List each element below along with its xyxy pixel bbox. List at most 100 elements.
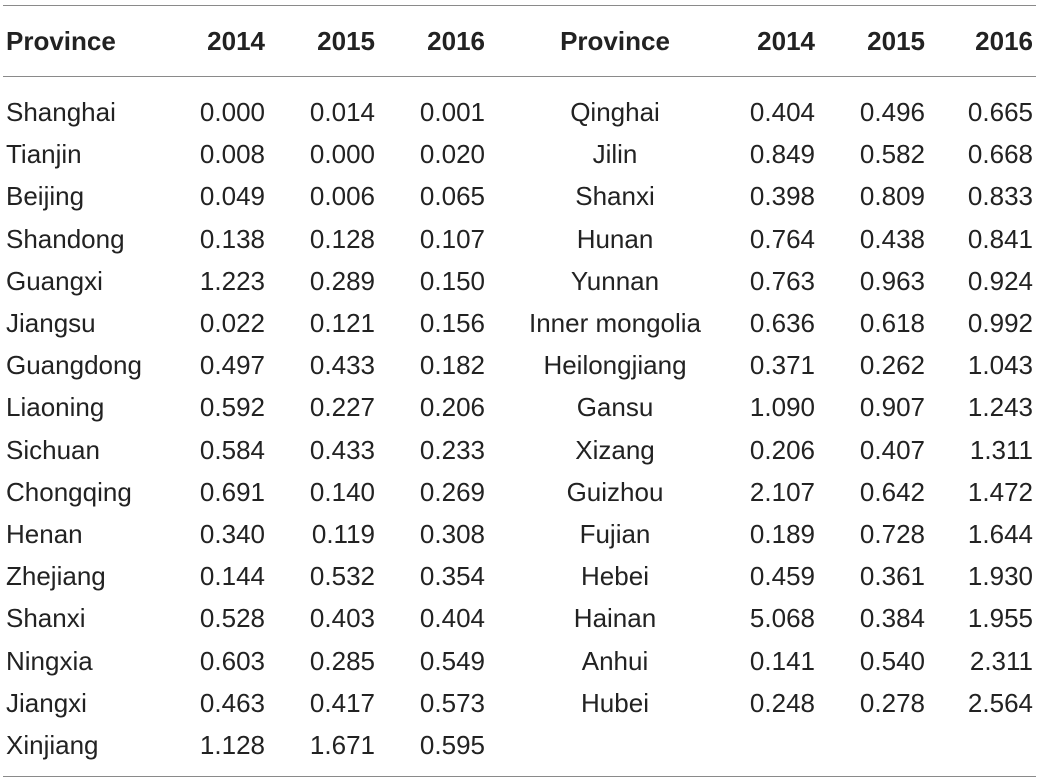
value-2015-cell: 0.438 bbox=[859, 223, 925, 254]
value-2014-cell: 1.090 bbox=[749, 392, 815, 423]
value-2015-cell: 0.121 bbox=[309, 308, 375, 338]
value-2016-cell: 1.311 bbox=[969, 434, 1033, 465]
value-2016-cell: 0.841 bbox=[967, 223, 1033, 254]
value-2015-cell: 0.433 bbox=[309, 350, 375, 381]
value-2015-cell: 0.006 bbox=[309, 181, 375, 212]
value-2015-cell: 0.728 bbox=[859, 519, 925, 549]
value-2016-cell: 0.308 bbox=[419, 519, 485, 549]
value-2016-cell: 0.001 bbox=[419, 97, 485, 127]
province-cell: Inner mongolia bbox=[529, 308, 701, 338]
province-cell: Shanxi bbox=[6, 603, 86, 634]
value-2014-cell: 0.141 bbox=[749, 645, 815, 676]
value-2015-cell: 0.417 bbox=[309, 687, 375, 718]
value-2014-cell: 0.022 bbox=[199, 308, 265, 338]
value-2014-cell: 5.068 bbox=[749, 603, 815, 634]
value-2016-cell: 0.833 bbox=[967, 181, 1033, 212]
province-cell: Qinghai bbox=[570, 97, 660, 127]
value-2014-cell: 0.584 bbox=[199, 434, 265, 465]
value-2015-cell: 0.642 bbox=[859, 476, 925, 507]
value-2016-cell: 1.930 bbox=[967, 561, 1033, 592]
value-2015-cell: 0.496 bbox=[859, 97, 925, 127]
value-2014-cell: 0.398 bbox=[749, 181, 815, 212]
header-2015-right: 2015 bbox=[867, 26, 925, 56]
value-2016-cell: 0.992 bbox=[967, 308, 1033, 338]
value-2015-cell: 0.963 bbox=[859, 265, 925, 296]
value-2016-cell: 0.573 bbox=[419, 687, 485, 718]
value-2016-cell: 0.065 bbox=[419, 181, 485, 212]
value-2015-cell: 0.540 bbox=[859, 645, 925, 676]
value-2014-cell: 1.128 bbox=[199, 730, 265, 760]
province-cell: Henan bbox=[6, 519, 83, 549]
province-cell: Sichuan bbox=[6, 434, 100, 465]
value-2015-cell: 1.671 bbox=[309, 730, 375, 760]
header-2014-right: 2014 bbox=[757, 26, 815, 56]
province-cell: Liaoning bbox=[6, 392, 105, 423]
province-cell: Hunan bbox=[576, 223, 654, 254]
value-2015-cell: 0.278 bbox=[859, 687, 925, 718]
value-2016-cell: 0.020 bbox=[419, 139, 485, 170]
province-cell: Xizang bbox=[575, 434, 655, 465]
value-2015-cell: 0.285 bbox=[309, 645, 375, 676]
province-cell: Zhejiang bbox=[6, 561, 106, 592]
province-cell: Guangdong bbox=[6, 350, 142, 381]
value-2014-cell: 0.763 bbox=[749, 265, 815, 296]
province-cell: Ningxia bbox=[6, 645, 93, 676]
value-2014-cell: 0.603 bbox=[199, 645, 265, 676]
value-2014-cell: 1.223 bbox=[199, 265, 265, 296]
value-2014-cell: 0.049 bbox=[199, 181, 265, 212]
value-2014-cell: 0.008 bbox=[199, 139, 265, 170]
value-2015-cell: 0.403 bbox=[309, 603, 375, 634]
value-2014-cell: 0.528 bbox=[199, 603, 265, 634]
value-2016-cell: 0.107 bbox=[419, 223, 485, 254]
province-cell: Guangxi bbox=[6, 265, 103, 296]
value-2014-cell: 0.206 bbox=[749, 434, 815, 465]
value-2014-cell: 0.459 bbox=[749, 561, 815, 592]
header-2015-left: 2015 bbox=[317, 26, 375, 56]
value-2014-cell: 0.497 bbox=[199, 350, 265, 381]
value-2016-cell: 2.311 bbox=[969, 645, 1033, 676]
province-cell: Heilongjiang bbox=[543, 350, 687, 381]
value-2016-cell: 0.206 bbox=[419, 392, 485, 423]
value-2015-cell: 0.433 bbox=[309, 434, 375, 465]
value-2016-cell: 0.156 bbox=[419, 308, 485, 338]
value-2016-cell: 2.564 bbox=[967, 687, 1033, 718]
value-2014-cell: 0.849 bbox=[749, 139, 815, 170]
province-cell: Anhui bbox=[581, 645, 649, 676]
value-2016-cell: 0.668 bbox=[967, 139, 1033, 170]
value-2015-cell: 0.119 bbox=[311, 519, 375, 549]
value-2016-cell: 0.182 bbox=[419, 350, 485, 381]
value-2014-cell: 0.000 bbox=[199, 97, 265, 127]
header-rule bbox=[3, 76, 1036, 77]
value-2015-cell: 0.262 bbox=[859, 350, 925, 381]
value-2016-cell: 1.043 bbox=[967, 350, 1033, 381]
value-2016-cell: 0.269 bbox=[419, 476, 485, 507]
province-cell: Beijing bbox=[6, 181, 85, 212]
value-2014-cell: 2.107 bbox=[749, 476, 815, 507]
value-2016-cell: 0.354 bbox=[419, 561, 485, 592]
value-2014-cell: 0.189 bbox=[749, 519, 815, 549]
value-2015-cell: 0.128 bbox=[309, 223, 375, 254]
header-2016-left: 2016 bbox=[427, 26, 485, 56]
value-2015-cell: 0.014 bbox=[309, 97, 375, 127]
header-province-right: Province bbox=[560, 26, 670, 56]
value-2016-cell: 1.472 bbox=[967, 476, 1033, 507]
value-2015-cell: 0.618 bbox=[859, 308, 925, 338]
province-cell: Yunnan bbox=[570, 265, 660, 296]
value-2014-cell: 0.691 bbox=[199, 476, 265, 507]
bottom-rule bbox=[3, 776, 1036, 777]
value-2015-cell: 0.361 bbox=[859, 561, 925, 592]
province-cell: Fujian bbox=[579, 519, 651, 549]
value-2014-cell: 0.144 bbox=[199, 561, 265, 592]
value-2015-cell: 0.907 bbox=[859, 392, 925, 423]
top-rule bbox=[3, 5, 1036, 6]
value-2015-cell: 0.227 bbox=[309, 392, 375, 423]
value-2015-cell: 0.407 bbox=[859, 434, 925, 465]
province-cell: Chongqing bbox=[6, 476, 132, 507]
value-2016-cell: 0.404 bbox=[419, 603, 485, 634]
value-2015-cell: 0.582 bbox=[859, 139, 925, 170]
value-2015-cell: 0.000 bbox=[309, 139, 375, 170]
value-2014-cell: 0.371 bbox=[749, 350, 815, 381]
value-2014-cell: 0.340 bbox=[199, 519, 265, 549]
value-2015-cell: 0.289 bbox=[309, 265, 375, 296]
province-cell: Hebei bbox=[581, 561, 649, 592]
